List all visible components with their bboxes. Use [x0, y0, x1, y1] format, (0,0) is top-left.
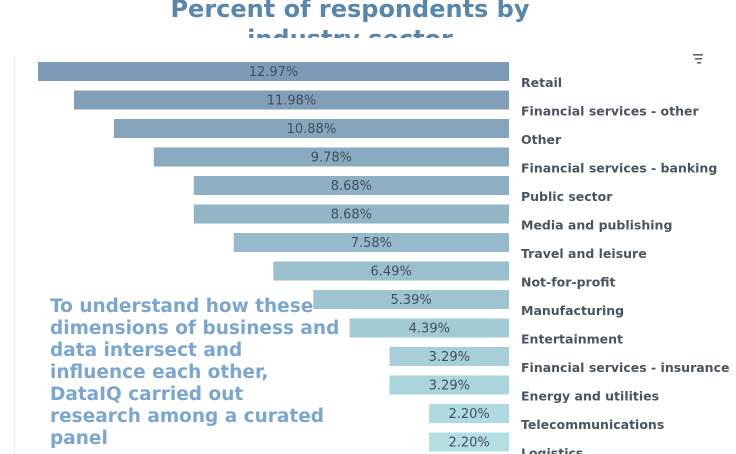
bar-1[interactable] [74, 90, 509, 110]
category-label-4: Public sector [521, 189, 613, 204]
bar-2[interactable] [113, 119, 510, 138]
panel-divider [14, 56, 15, 454]
bar-6[interactable] [233, 233, 509, 252]
bar-9[interactable] [349, 318, 509, 338]
category-label-8: Manufacturing [521, 303, 624, 318]
data-label-6: 7.58% [351, 236, 392, 251]
bar-3[interactable] [153, 147, 510, 167]
overlay-text: To understand how these dimensions of bu… [50, 296, 340, 449]
data-label-8: 5.39% [390, 293, 431, 308]
category-label-9: Entertainment [521, 332, 623, 347]
category-label-13: Logistics [521, 446, 583, 454]
data-label-4: 8.68% [331, 179, 372, 194]
bar-7[interactable] [273, 261, 509, 281]
data-label-3: 9.78% [311, 151, 352, 166]
category-label-6: Travel and leisure [521, 246, 647, 261]
bar-5[interactable] [193, 204, 510, 224]
data-label-12: 2.20% [448, 407, 489, 422]
bar-11[interactable] [389, 375, 510, 395]
data-label-7: 6.49% [371, 265, 412, 280]
bar-12[interactable] [429, 404, 509, 423]
bar-13[interactable] [429, 432, 509, 452]
category-label-3: Financial services - banking [521, 161, 717, 176]
data-label-9: 4.39% [409, 322, 450, 337]
category-label-11: Energy and utilities [521, 389, 659, 404]
data-label-5: 8.68% [331, 208, 372, 223]
data-label-2: 10.88% [287, 122, 337, 137]
sort-descending-icon[interactable] [692, 52, 706, 66]
data-label-13: 2.20% [448, 436, 489, 451]
data-label-11: 3.29% [429, 379, 470, 394]
category-label-10: Financial services - insurance [521, 360, 729, 375]
data-label-0: 12.97% [249, 65, 299, 80]
category-label-12: Telecommunications [521, 417, 664, 432]
data-label-10: 3.29% [429, 350, 470, 365]
data-label-1: 11.98% [267, 94, 317, 109]
bar-10[interactable] [389, 347, 510, 366]
category-label-0: Retail [521, 75, 562, 90]
chart-title: Percent of respondents by industry secto… [170, 0, 530, 38]
category-label-2: Other [521, 132, 562, 147]
bar-8[interactable] [313, 290, 509, 309]
bar-0[interactable] [38, 62, 509, 81]
category-label-5: Media and publishing [521, 218, 672, 233]
category-label-7: Not-for-profit [521, 275, 616, 290]
bar-4[interactable] [193, 176, 510, 195]
category-label-1: Financial services - other [521, 104, 699, 119]
